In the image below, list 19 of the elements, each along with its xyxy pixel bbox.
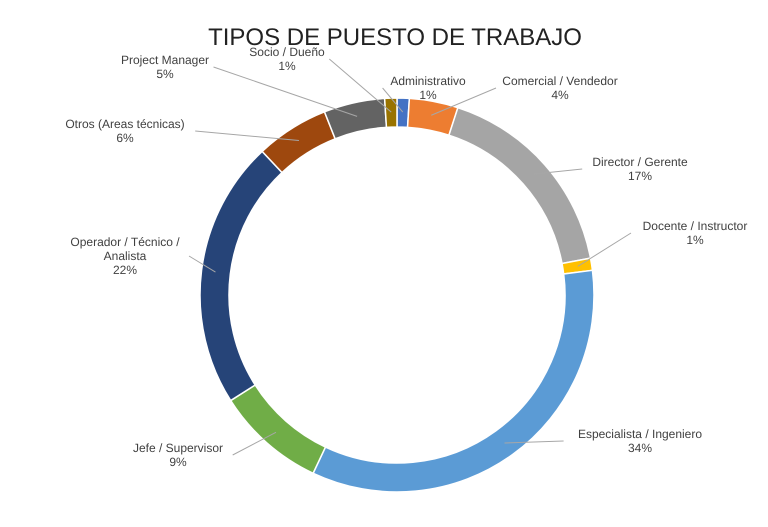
slice-label: Project Manager [120,53,210,67]
data-label: 6% [116,131,134,145]
slice-label: Otros (Areas técnicas) [65,117,185,131]
data-label: 22% [112,263,138,277]
data-label: 9% [169,455,187,469]
slice-label: Operador / Técnico / Analista [70,235,180,263]
slice-label: Administrativo [390,74,466,88]
slice-label: Jefe / Supervisor [132,441,224,455]
slice-label: Director / Gerente [592,155,688,169]
slice-label: Docente / Instructor [642,219,748,233]
slice-label: Comercial / Vendedor [502,74,618,88]
slice-label: Especialista / Ingeniero [578,427,702,441]
data-label: 17% [628,169,652,183]
data-label: 34% [628,441,652,455]
data-label: 5% [156,67,174,81]
data-label: 1% [419,88,437,102]
data-label: 1% [278,59,296,73]
data-label: 1% [686,233,704,247]
data-label: 4% [551,88,569,102]
